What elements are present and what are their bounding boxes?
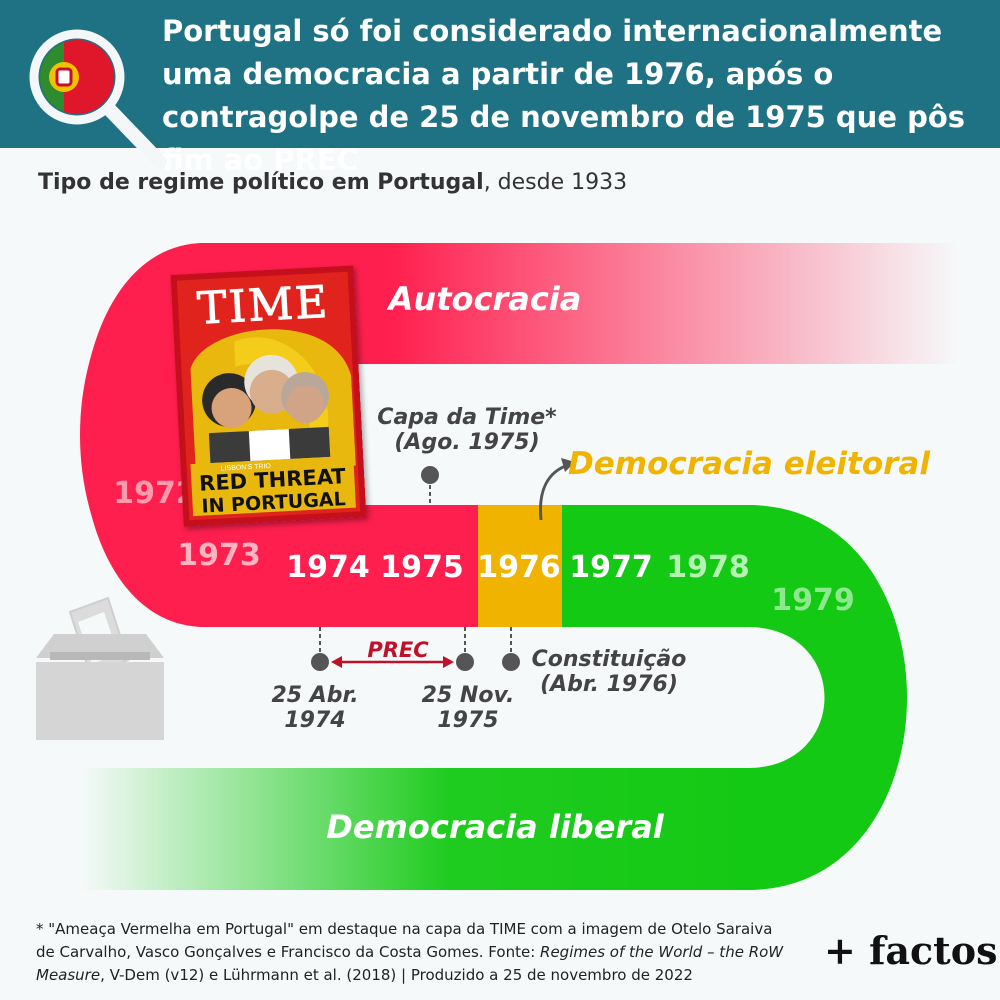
time-cover-image: TIME LISBON'S TRIO RED THREAT IN PORTUGA… xyxy=(170,265,367,527)
annotation-25-nov: 25 Nov. 1975 xyxy=(422,683,515,733)
band-right-curve xyxy=(748,505,907,890)
band-eleitoral xyxy=(478,505,562,627)
magnifier-flag-icon xyxy=(29,29,167,169)
annotation-constituicao-l2: (Abr. 1976) xyxy=(540,672,678,697)
eleitoral-pointer-arrow xyxy=(538,463,569,521)
chart-subtitle: Tipo de regime político em Portugal, des… xyxy=(38,170,627,195)
footnote: * "Ameaça Vermelha em Portugal" em desta… xyxy=(36,918,806,987)
marker-25-abr xyxy=(311,653,329,671)
footnote-source: Regimes of the World – the RoW Measure xyxy=(36,943,784,984)
subtitle-rest: , desde 1933 xyxy=(483,170,628,195)
time-small-caption: LISBON'S TRIO xyxy=(221,463,272,473)
year-1978: 1978 xyxy=(666,550,750,585)
label-democracia-liberal: Democracia liberal xyxy=(326,808,664,846)
band-liberal-bottom xyxy=(80,768,750,890)
label-autocracia: Autocracia xyxy=(388,280,582,318)
year-1976: 1976 xyxy=(477,550,561,585)
band-autocracia-mid xyxy=(200,505,478,627)
subtitle-bold: Tipo de regime político em Portugal xyxy=(38,170,484,195)
year-1977: 1977 xyxy=(569,550,653,585)
marker-time-cover xyxy=(421,466,439,484)
year-1974: 1974 xyxy=(286,550,370,585)
band-liberal-mid xyxy=(562,505,750,627)
annotation-constituicao: Constituição (Abr. 1976) xyxy=(532,647,687,697)
annotation-prec: PREC xyxy=(367,638,429,662)
annotation-time-cover-l2: (Ago. 1975) xyxy=(394,430,540,455)
header-banner: Portugal só foi considerado internaciona… xyxy=(0,0,1000,177)
footnote-line2: de Carvalho, Vasco Gonçalves e Francisco… xyxy=(36,943,541,961)
annotation-time-cover-l1: Capa da Time* xyxy=(377,405,557,430)
annotation-25-nov-l1: 25 Nov. xyxy=(421,683,515,708)
brand-logo: + factos xyxy=(824,928,998,973)
annotation-25-abr: 25 Abr. 1974 xyxy=(271,683,358,733)
label-democracia-eleitoral: Democracia eleitoral xyxy=(568,446,930,482)
year-1973: 1973 xyxy=(177,538,261,573)
marker-constituicao xyxy=(502,653,520,671)
year-1975: 1975 xyxy=(380,550,464,585)
annotation-25-abr-l2: 1974 xyxy=(284,708,346,733)
footnote-line3: , V-Dem (v12) e Lührmann et al. (2018) |… xyxy=(100,966,693,984)
ballot-box-icon xyxy=(36,596,164,740)
year-1979: 1979 xyxy=(771,583,855,618)
annotation-25-nov-l2: 1975 xyxy=(437,708,499,733)
annotation-25-abr-l1: 25 Abr. xyxy=(271,683,359,708)
marker-25-nov xyxy=(456,653,474,671)
headline: Portugal só foi considerado internaciona… xyxy=(162,14,966,177)
annotation-constituicao-l1: Constituição xyxy=(531,647,687,672)
footnote-line1: * "Ameaça Vermelha em Portugal" em desta… xyxy=(36,920,773,938)
time-masthead: TIME xyxy=(196,277,330,335)
annotation-time-cover: Capa da Time* (Ago. 1975) xyxy=(377,405,556,455)
